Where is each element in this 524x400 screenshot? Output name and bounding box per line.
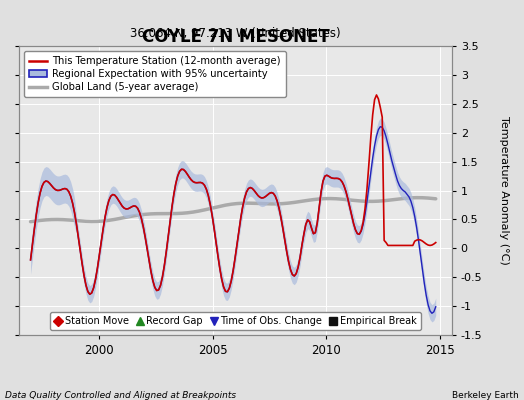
- Text: Data Quality Controlled and Aligned at Breakpoints: Data Quality Controlled and Aligned at B…: [5, 391, 236, 400]
- Title: COYLE 7N MESONET: COYLE 7N MESONET: [141, 28, 329, 46]
- Y-axis label: Temperature Anomaly (°C): Temperature Anomaly (°C): [499, 116, 509, 265]
- Legend: Station Move, Record Gap, Time of Obs. Change, Empirical Break: Station Move, Record Gap, Time of Obs. C…: [50, 312, 421, 330]
- Text: 36.064 N, 97.213 W (United States): 36.064 N, 97.213 W (United States): [130, 27, 341, 40]
- Text: Berkeley Earth: Berkeley Earth: [452, 391, 519, 400]
